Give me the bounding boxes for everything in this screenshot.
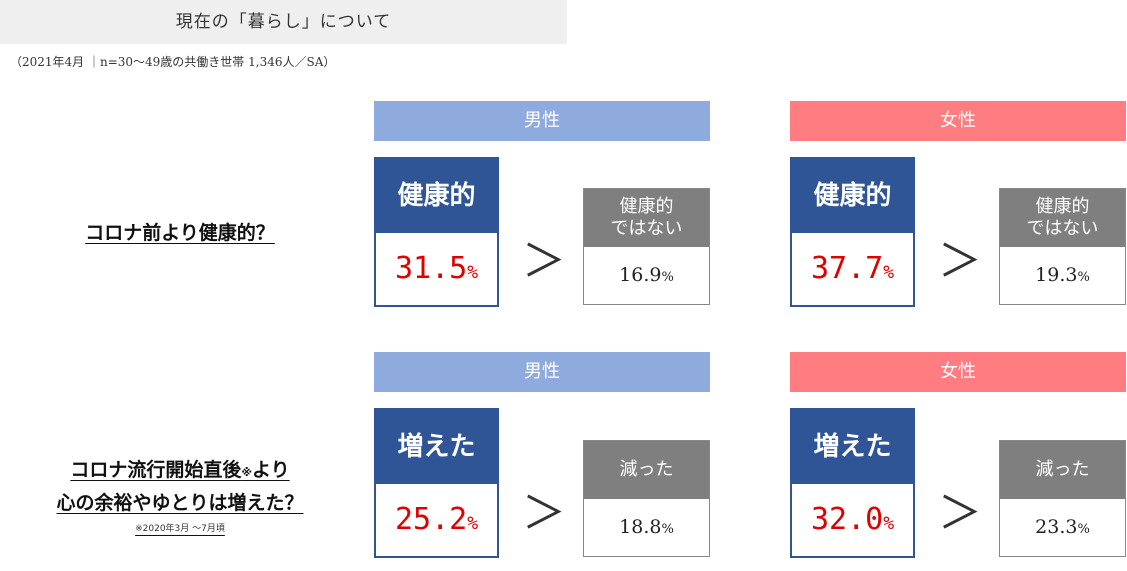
survey-subtitle: （2021年4月 ｜n=30～49歳の共働き世帯 1,346人／SA） bbox=[10, 55, 336, 69]
sub-label-line: 健康的 bbox=[619, 196, 674, 217]
sub-result-box: 健康的 ではない 19.3% bbox=[999, 188, 1126, 305]
main-result-value: 32.0% bbox=[792, 484, 913, 556]
main-value-unit: % bbox=[883, 262, 895, 283]
sub-result-value: 23.3% bbox=[1000, 499, 1125, 556]
sub-value-unit: % bbox=[1077, 522, 1090, 537]
main-value-unit: % bbox=[467, 513, 479, 534]
question-line-1-text: コロナ流行開始直後 bbox=[70, 459, 242, 481]
question-line-1: コロナ流行開始直後※より bbox=[0, 455, 360, 488]
main-result-label: 増えた bbox=[792, 410, 913, 484]
sub-result-label: 健康的 ではない bbox=[584, 189, 709, 247]
main-value-number: 31.5 bbox=[394, 251, 468, 286]
gender-header-male: 男性 bbox=[374, 352, 710, 392]
sub-value-unit: % bbox=[661, 522, 674, 537]
question-healthier: コロナ前より健康的？ bbox=[0, 218, 360, 248]
greater-than-symbol: ＞ bbox=[938, 236, 982, 287]
sub-result-value: 19.3% bbox=[1000, 247, 1125, 304]
sub-value-number: 19.3 bbox=[1035, 264, 1078, 286]
main-result-label: 健康的 bbox=[376, 159, 497, 233]
main-result-value: 25.2% bbox=[376, 484, 497, 556]
sub-label-line: ではない bbox=[610, 218, 683, 239]
question-footnote: ※2020年3月 ～7月頃 bbox=[135, 524, 225, 534]
main-value-unit: % bbox=[883, 513, 895, 534]
main-result-box: 健康的 31.5% bbox=[374, 157, 499, 307]
sub-result-label: 健康的 ではない bbox=[1000, 189, 1125, 247]
question-line-1-tail: より bbox=[252, 459, 290, 481]
title-bar bbox=[0, 0, 567, 44]
sub-result-value: 18.8% bbox=[584, 499, 709, 556]
greater-than-symbol: ＞ bbox=[522, 236, 566, 287]
sub-value-number: 23.3 bbox=[1035, 516, 1078, 538]
sub-label-line: 減った bbox=[619, 459, 674, 480]
greater-than-symbol: ＞ bbox=[938, 488, 982, 539]
sub-label-line: 減った bbox=[1035, 459, 1090, 480]
question-line-2: 心の余裕やゆとりは増えた？ bbox=[56, 492, 304, 514]
question-mental-leeway: コロナ流行開始直後※より 心の余裕やゆとりは増えた？ ※2020年3月 ～7月頃 bbox=[0, 455, 360, 536]
main-result-box: 増えた 25.2% bbox=[374, 408, 499, 558]
sub-result-label: 減った bbox=[584, 441, 709, 499]
sub-result-box: 減った 18.8% bbox=[583, 440, 710, 557]
main-result-value: 37.7% bbox=[792, 233, 913, 305]
sub-label-line: ではない bbox=[1026, 218, 1099, 239]
gender-header-female: 女性 bbox=[790, 101, 1126, 141]
sub-value-unit: % bbox=[1077, 270, 1090, 285]
main-value-unit: % bbox=[467, 262, 479, 283]
main-value-number: 32.0 bbox=[810, 502, 884, 537]
sub-value-number: 18.8 bbox=[619, 516, 662, 538]
main-result-box: 増えた 32.0% bbox=[790, 408, 915, 558]
main-result-value: 31.5% bbox=[376, 233, 497, 305]
page-title: 現在の「暮らし」について bbox=[175, 12, 392, 32]
main-value-number: 37.7 bbox=[810, 251, 884, 286]
greater-than-symbol: ＞ bbox=[522, 488, 566, 539]
sub-result-box: 減った 23.3% bbox=[999, 440, 1126, 557]
sub-value-number: 16.9 bbox=[619, 264, 662, 286]
question-footnote-mark: ※ bbox=[241, 466, 253, 479]
sub-label-line: 健康的 bbox=[1035, 196, 1090, 217]
main-result-label: 健康的 bbox=[792, 159, 913, 233]
main-result-label: 増えた bbox=[376, 410, 497, 484]
question-text: コロナ前より健康的？ bbox=[85, 222, 275, 244]
sub-result-box: 健康的 ではない 16.9% bbox=[583, 188, 710, 305]
main-value-number: 25.2 bbox=[394, 502, 468, 537]
sub-result-label: 減った bbox=[1000, 441, 1125, 499]
sub-value-unit: % bbox=[661, 270, 674, 285]
main-result-box: 健康的 37.7% bbox=[790, 157, 915, 307]
gender-header-male: 男性 bbox=[374, 101, 710, 141]
gender-header-female: 女性 bbox=[790, 352, 1126, 392]
sub-result-value: 16.9% bbox=[584, 247, 709, 304]
